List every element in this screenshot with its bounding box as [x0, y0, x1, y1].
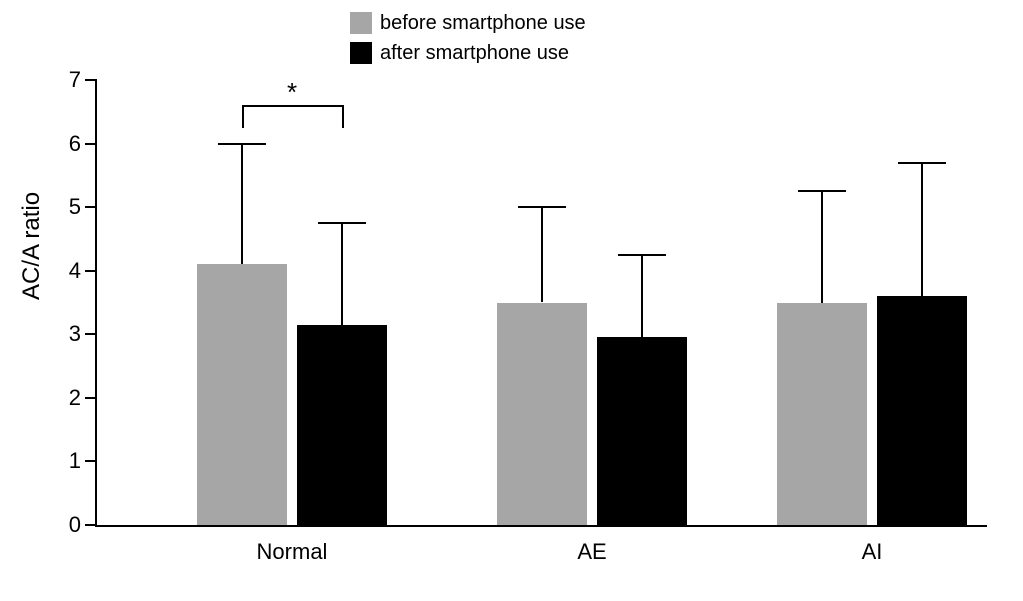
y-tick	[85, 270, 97, 272]
y-tick	[85, 79, 97, 81]
bar	[197, 264, 287, 525]
legend-label: after smartphone use	[380, 42, 569, 65]
error-cap	[618, 254, 666, 256]
legend-label: before smartphone use	[380, 12, 586, 35]
significance-bracket	[242, 105, 244, 127]
y-tick-label: 6	[69, 131, 81, 157]
bar	[297, 325, 387, 525]
y-tick-label: 0	[69, 512, 81, 538]
y-tick	[85, 143, 97, 145]
error-cap	[218, 143, 266, 145]
y-tick-label: 1	[69, 448, 81, 474]
error-cap	[898, 162, 946, 164]
y-tick-label: 5	[69, 194, 81, 220]
y-tick-label: 2	[69, 385, 81, 411]
x-tick-label: AE	[577, 539, 606, 565]
significance-marker: *	[287, 77, 297, 108]
y-tick-label: 4	[69, 258, 81, 284]
error-bar	[241, 144, 243, 265]
y-tick	[85, 397, 97, 399]
y-tick-label: 3	[69, 321, 81, 347]
plot-area: 01234567NormalAEAI*	[95, 80, 987, 527]
y-tick	[85, 460, 97, 462]
error-bar	[341, 223, 343, 325]
y-tick	[85, 206, 97, 208]
significance-bracket	[342, 105, 344, 127]
y-tick	[85, 333, 97, 335]
error-bar	[921, 163, 923, 297]
error-bar	[541, 207, 543, 302]
error-cap	[798, 190, 846, 192]
bar	[497, 303, 587, 526]
bar-chart: before smartphone use after smartphone us…	[0, 0, 1023, 601]
chart-legend: before smartphone use after smartphone us…	[350, 8, 586, 68]
error-cap	[518, 206, 566, 208]
y-axis-label: AC/A ratio	[18, 192, 46, 300]
error-bar	[821, 191, 823, 302]
x-tick-label: AI	[862, 539, 883, 565]
bar	[597, 337, 687, 525]
x-tick-label: Normal	[257, 539, 328, 565]
bar	[877, 296, 967, 525]
error-bar	[641, 255, 643, 338]
legend-swatch	[350, 12, 372, 34]
legend-item: before smartphone use	[350, 8, 586, 38]
legend-item: after smartphone use	[350, 38, 586, 68]
y-tick-label: 7	[69, 67, 81, 93]
legend-swatch	[350, 42, 372, 64]
error-cap	[318, 222, 366, 224]
y-tick	[85, 524, 97, 526]
bar	[777, 303, 867, 526]
